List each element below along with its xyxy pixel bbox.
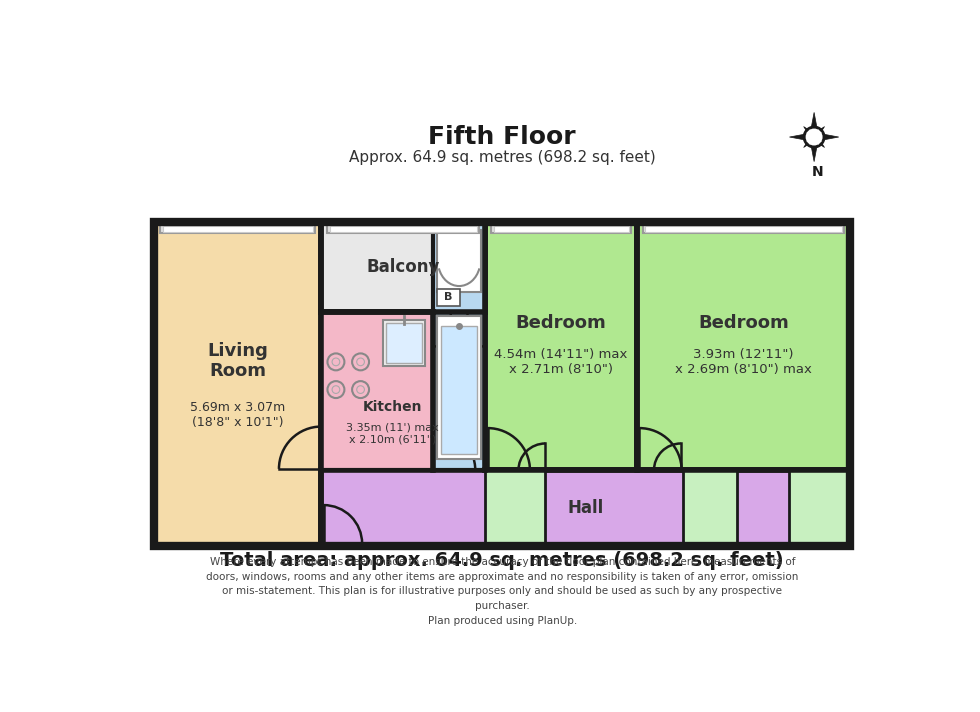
Bar [437,289,460,305]
Bar [494,226,628,231]
Polygon shape [809,137,818,162]
Bar [437,316,481,459]
Polygon shape [804,135,816,147]
Bar [321,471,851,546]
Bar [646,226,842,231]
Bar [492,224,631,234]
Text: Fifth Floor: Fifth Floor [428,125,576,149]
Text: Balcony: Balcony [367,258,440,276]
Bar [330,226,477,231]
Bar [683,471,737,546]
Bar [437,230,481,292]
Polygon shape [811,127,824,140]
Bar [643,224,844,234]
Bar [321,312,433,471]
Polygon shape [790,132,814,142]
Text: Bedroom: Bedroom [515,315,607,333]
Text: N: N [812,165,824,179]
Bar [321,222,485,312]
Bar [327,224,479,234]
Text: Approx. 64.9 sq. metres (698.2 sq. feet): Approx. 64.9 sq. metres (698.2 sq. feet) [349,150,656,165]
Bar [154,222,851,546]
Polygon shape [804,127,816,140]
Text: Where every attempt has been made to ensure the accuracy of the floor plan conta: Where every attempt has been made to ens… [206,557,799,626]
Bar [321,222,485,312]
Text: 5.69m x 3.07m
(18'8" x 10'1"): 5.69m x 3.07m (18'8" x 10'1") [190,401,285,429]
Bar [637,222,851,471]
Bar [163,226,313,231]
Text: 3.35m (11') max
x 2.10m (6'11"): 3.35m (11') max x 2.10m (6'11") [346,423,439,444]
Bar [161,224,316,234]
Circle shape [806,129,822,145]
Text: 3.93m (12'11")
x 2.69m (8'10") max: 3.93m (12'11") x 2.69m (8'10") max [675,348,812,376]
Polygon shape [811,135,824,147]
Bar [789,471,851,546]
Bar [154,222,321,546]
Bar [433,222,485,471]
Text: Total area: approx. 64.9 sq. metres (698.2 sq. feet): Total area: approx. 64.9 sq. metres (698… [220,551,784,570]
Text: B: B [444,292,453,302]
Text: Bedroom: Bedroom [699,315,789,333]
Bar [485,222,637,471]
Bar [485,471,546,546]
Bar [441,325,477,454]
Text: Kitchen: Kitchen [363,399,422,414]
Polygon shape [809,112,818,137]
Text: 4.54m (14'11") max
x 2.71m (8'10"): 4.54m (14'11") max x 2.71m (8'10") [495,348,628,376]
Bar [383,320,425,366]
Text: Hall: Hall [567,499,604,517]
Polygon shape [814,132,839,142]
Bar [386,323,422,362]
Bar [321,312,485,471]
Text: Living
Room: Living Room [208,342,269,380]
